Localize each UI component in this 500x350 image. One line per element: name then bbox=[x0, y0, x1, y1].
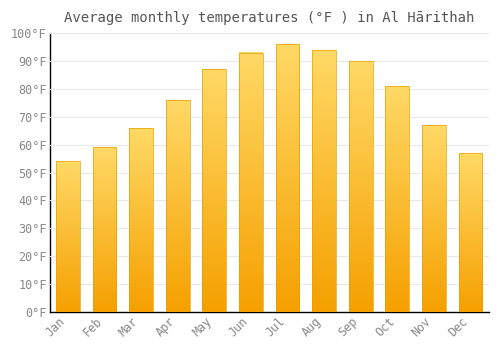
Bar bbox=[312, 50, 336, 312]
Bar bbox=[202, 69, 226, 312]
Bar bbox=[386, 86, 409, 312]
Bar bbox=[239, 53, 263, 312]
Bar bbox=[166, 100, 190, 312]
Title: Average monthly temperatures (°F ) in Al Hārithah: Average monthly temperatures (°F ) in Al… bbox=[64, 11, 474, 25]
Bar bbox=[349, 61, 372, 312]
Bar bbox=[422, 125, 446, 312]
Bar bbox=[458, 153, 482, 312]
Bar bbox=[276, 44, 299, 312]
Bar bbox=[56, 161, 80, 312]
Bar bbox=[92, 147, 116, 312]
Bar bbox=[129, 128, 153, 312]
